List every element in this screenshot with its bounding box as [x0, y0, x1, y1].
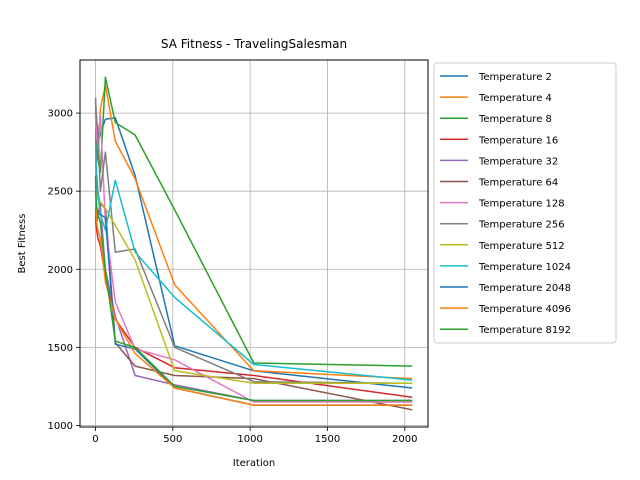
y-tick-label: 3000 — [48, 109, 73, 120]
legend-label: Temperature 4096 — [478, 304, 571, 315]
x-axis-label: Iteration — [233, 458, 275, 469]
legend-label: Temperature 2048 — [478, 283, 571, 294]
x-tick-label: 0 — [92, 434, 98, 445]
y-axis-label: Best Fitness — [17, 214, 28, 274]
legend-label: Temperature 64 — [478, 178, 558, 189]
legend-label: Temperature 1024 — [478, 262, 571, 273]
series-layer — [94, 76, 413, 411]
legend-label: Temperature 8 — [478, 114, 552, 125]
legend-label: Temperature 8192 — [478, 325, 571, 336]
plot-frame — [79, 59, 429, 428]
x-tick-label: 1500 — [315, 434, 340, 445]
chart-title: SA Fitness - TravelingSalesman — [161, 37, 347, 51]
legend-label: Temperature 4 — [478, 93, 552, 104]
axis-ticks: 0 500 1000 1500 2000 1000 1500 2000 2500 3000 — [48, 109, 418, 445]
y-tick-label: 1500 — [48, 343, 73, 354]
x-tick-label: 1000 — [237, 434, 262, 445]
legend-label: Temperature 128 — [478, 199, 565, 210]
series-line-10 — [94, 144, 413, 381]
legend-label: Temperature 512 — [478, 241, 565, 252]
y-tick-label: 1000 — [48, 421, 73, 432]
series-line-12 — [94, 191, 413, 406]
y-tick-label: 2000 — [48, 265, 73, 276]
x-tick-label: 2000 — [392, 434, 417, 445]
x-tick-label: 500 — [163, 434, 182, 445]
legend: Temperature 2 Temperature 4 Temperature 8 T… — [433, 62, 617, 344]
y-tick-label: 2500 — [48, 187, 73, 198]
legend-label: Temperature 16 — [478, 135, 558, 146]
legend-frame — [433, 62, 617, 344]
series-line-13 — [94, 175, 413, 402]
legend-label: Temperature 256 — [478, 220, 565, 231]
legend-label: Temperature 32 — [478, 156, 558, 167]
legend-label: Temperature 2 — [478, 72, 552, 83]
series-line-8 — [94, 97, 413, 385]
